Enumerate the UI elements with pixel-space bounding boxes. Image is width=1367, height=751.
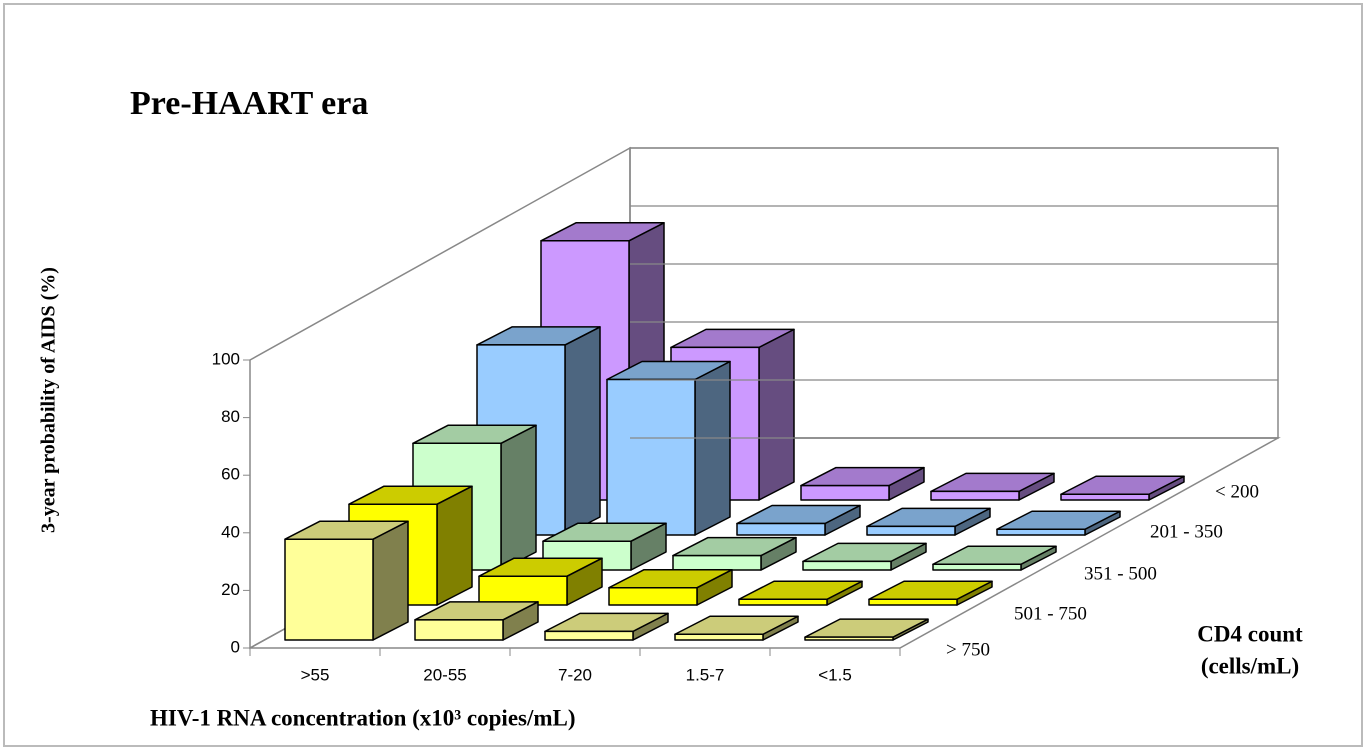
bar-front [672,554,762,571]
bar [736,504,861,536]
bar-side [372,520,409,641]
bar [606,360,731,536]
bar-side [500,424,537,571]
bar [284,520,409,641]
y-tick-label: 40 [221,522,240,541]
bar [866,507,991,536]
bar [738,580,863,606]
bar-side [694,360,731,536]
bar [414,601,539,641]
z-axis-label: (cells/mL) [1201,653,1299,678]
bar-front [674,633,764,641]
plot [284,222,1185,641]
bar-front [478,575,568,606]
y-tick-label: 100 [212,349,240,368]
bar-front [414,619,504,641]
bar-front [738,598,828,606]
bar-front [930,490,1020,501]
bar-front [996,528,1086,536]
bar [608,568,733,606]
bar [672,536,797,571]
z-tick-label: < 200 [1215,481,1259,502]
y-tick-label: 0 [231,637,240,656]
bar-front [736,522,826,536]
y-tick-label: 20 [221,580,240,599]
bar [674,615,799,641]
bar-side [564,326,601,536]
bar-side [436,485,473,606]
bar [544,612,669,641]
bar [932,545,1057,571]
bar-front [868,598,958,606]
bar [1060,475,1185,501]
x-tick-label: 1.5-7 [686,665,725,684]
z-axis-label: CD4 count [1197,621,1303,646]
bar-front [606,378,696,536]
x-tick-label: 7-20 [558,665,592,684]
bar-side [758,328,795,501]
z-tick-label: > 750 [946,639,990,660]
bar [930,472,1055,501]
x-axis-label: HIV-1 RNA concentration (x10³ copies/mL) [150,705,576,730]
bar-front [804,636,894,641]
bar [868,580,993,606]
bar-front [932,563,1022,571]
bar [804,618,929,641]
y-tick-label: 80 [221,407,240,426]
x-tick-label: <1.5 [818,665,852,684]
bar-front [800,484,890,501]
bar [802,542,927,571]
y-axis-label: 3-year probability of AIDS (%) [38,267,60,533]
chart-title: Pre-HAART era [130,85,368,122]
y-tick-label: 60 [221,465,240,484]
x-tick-label: 20-55 [423,665,466,684]
bar-front [544,630,634,641]
bar-front [1060,493,1150,501]
bar [478,557,603,606]
bar [996,510,1121,536]
bar-front [866,525,956,536]
bar-front [284,538,374,641]
bar [800,466,925,501]
z-tick-label: 201 - 350 [1150,521,1223,542]
bar-front [802,560,892,571]
z-tick-label: 351 - 500 [1084,563,1157,584]
bar-front [608,586,698,606]
z-tick-label: 501 - 750 [1014,603,1087,624]
x-tick-label: >55 [301,665,330,684]
